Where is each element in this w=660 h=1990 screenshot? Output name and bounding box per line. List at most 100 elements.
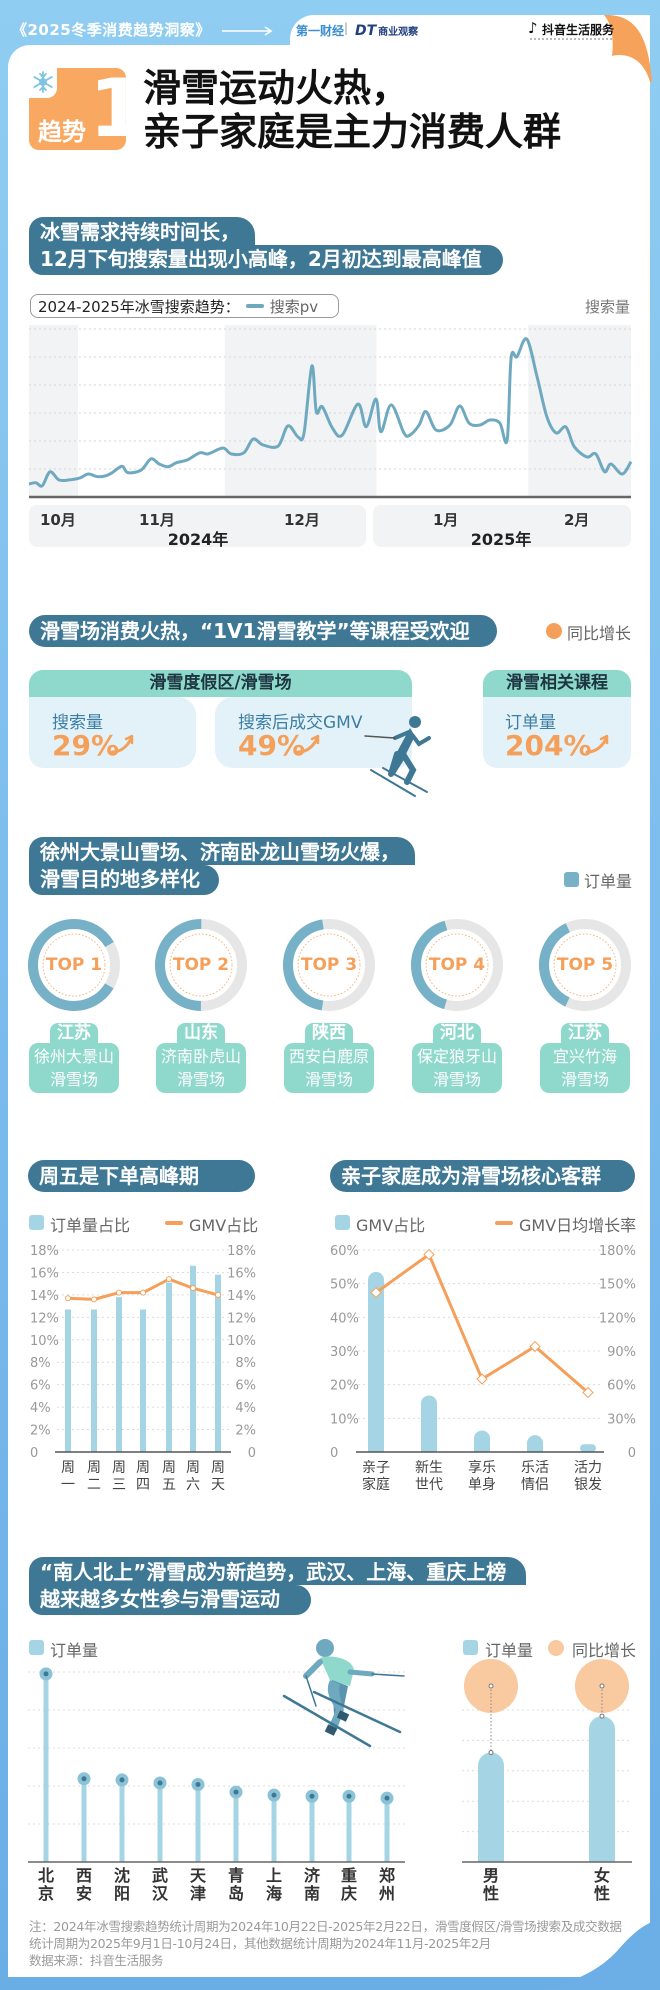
legend-swatch-city-orders <box>29 1640 44 1655</box>
y-tick-right: 14% <box>227 1289 256 1304</box>
y-axis-label: 搜索量 <box>585 298 631 316</box>
bar-base <box>421 1423 437 1452</box>
city-label: 天 <box>190 1866 207 1885</box>
y-tick-left: 14% <box>30 1289 59 1304</box>
category-label: 周 <box>87 1460 101 1476</box>
legend-gmv-share: GMV占比 <box>189 1216 259 1235</box>
gender-label: 性 <box>483 1884 499 1903</box>
month-tick-oct: 10月 <box>40 511 76 529</box>
y-tick-right: 2% <box>235 1424 256 1439</box>
category-label: 周 <box>61 1460 75 1476</box>
category-label: 享乐 <box>468 1459 496 1476</box>
y-tick-right: 90% <box>607 1345 636 1360</box>
ring-inner-dots <box>169 933 233 997</box>
rank-label: TOP 5 <box>556 955 614 975</box>
legend-swatch-gmv-share <box>335 1215 350 1230</box>
legend-yoy: 同比增长 <box>567 624 632 643</box>
page-curl-decoration <box>604 14 652 83</box>
resort-name: 西安白鹿原 滑雪场 <box>284 1043 374 1093</box>
connector-dot <box>488 1683 494 1689</box>
gender-label: 女 <box>594 1866 610 1885</box>
category-label: 周 <box>211 1460 225 1476</box>
order-share-bar <box>65 1309 71 1452</box>
city-label: 庆 <box>340 1884 357 1903</box>
ring-progress-icon <box>539 919 631 1011</box>
resort-name-line2: 滑雪场 <box>49 1070 98 1089</box>
legend-gender-orders: 订单量 <box>485 1641 534 1660</box>
bar-base <box>527 1443 543 1452</box>
month-tick-nov: 11月 <box>139 511 175 529</box>
ring-inner-dots <box>42 933 106 997</box>
resort-name-line1: 保定狼牙山 <box>416 1047 497 1066</box>
category-label: 新生 <box>415 1460 443 1476</box>
year-band-2025 <box>373 505 631 547</box>
rank-ring-5: TOP 5 <box>535 915 635 1015</box>
y-tick-left: 30% <box>330 1345 359 1360</box>
ring-inner-dots <box>297 933 361 997</box>
growth-arrow-icon <box>110 734 134 754</box>
legend-order-share: 订单量占比 <box>50 1216 131 1235</box>
category-label: 活力 <box>574 1460 602 1476</box>
legend-title: 2024-2025年冰雪搜索趋势： <box>38 297 240 316</box>
category-label: 周 <box>186 1460 200 1476</box>
province-label: 陕西 <box>305 1023 353 1044</box>
month-tick-dec: 12月 <box>284 511 320 529</box>
line-marker <box>190 1285 196 1292</box>
diamond-marker <box>582 1386 594 1399</box>
city-label: 州 <box>378 1884 395 1903</box>
logo-douyin: 抖音生活服务 <box>542 23 615 37</box>
city-label: 西 <box>76 1866 92 1885</box>
ring-progress-icon <box>155 919 247 1011</box>
month-tick-feb: 2月 <box>564 511 590 529</box>
category-label: 乐活 <box>521 1460 549 1476</box>
y-tick-right: 10% <box>227 1334 256 1349</box>
y-tick-left: 4% <box>30 1401 51 1416</box>
section-heading-weekday: 周五是下单高峰期 <box>28 1160 255 1192</box>
resort-name-line2: 滑雪场 <box>560 1070 609 1089</box>
category-label: 单身 <box>468 1477 496 1493</box>
rank-ring-4: TOP 4 <box>407 915 507 1015</box>
logo-yicai: 第一财经 <box>296 24 345 38</box>
dot-center <box>271 1792 277 1798</box>
legend-series: 搜索pv <box>269 297 319 316</box>
category-label: 家庭 <box>362 1476 390 1493</box>
month-shading <box>224 325 377 497</box>
section-heading-search-line2: 12月下旬搜索量出现小高峰，2月初达到最高峰值 <box>29 245 503 275</box>
line-marker <box>65 1295 71 1302</box>
rank-label: TOP 4 <box>428 955 486 975</box>
city-label: 郑 <box>379 1866 395 1885</box>
city-label: 沈 <box>114 1866 130 1885</box>
snowflake-icon <box>33 71 53 93</box>
y-tick-right: 150% <box>599 1278 636 1293</box>
y-tick-left: 50% <box>330 1278 359 1293</box>
city-label: 阳 <box>114 1884 130 1903</box>
search-trend-legend: 2024-2025年冰雪搜索趋势： 搜索pv <box>30 294 339 318</box>
search-trend-chart <box>28 325 633 499</box>
y-tick-right: 12% <box>227 1311 256 1326</box>
rank-ring-2: TOP 2 <box>151 915 251 1015</box>
cities-chart: 北京 西安 沈阳 武汉 天津 青岛 上海 济南 重庆 郑州 <box>28 1667 405 1903</box>
gender-label: 性 <box>594 1884 610 1903</box>
ring-value-arc <box>28 919 120 1011</box>
dot-center <box>43 1671 49 1677</box>
diamond-marker <box>476 1373 488 1385</box>
y-tick-left: 16% <box>30 1266 59 1281</box>
province-label: 江苏 <box>50 1023 98 1044</box>
logo-dt-text: 商业观察 <box>378 27 419 38</box>
kpi-group-resorts-title: 滑雪度假区/滑雪场 <box>29 670 412 697</box>
y-tick-left: 10% <box>30 1334 59 1349</box>
ring-progress-icon <box>28 919 120 1011</box>
badge-label: 趋势 <box>38 118 86 146</box>
category-label: 周 <box>136 1460 150 1476</box>
legend-family-gmv-share: GMV占比 <box>356 1216 426 1235</box>
category-label: 世代 <box>415 1477 443 1493</box>
city-label: 岛 <box>228 1884 244 1903</box>
y-tick-left: 60% <box>330 1244 359 1259</box>
resort-name: 济南卧虎山 滑雪场 <box>156 1043 246 1093</box>
category-label: 一 <box>61 1477 75 1493</box>
y-tick-right: 60% <box>607 1379 636 1394</box>
kpi-group-courses-title: 滑雪相关课程 <box>483 670 631 697</box>
rank-label: TOP 1 <box>45 955 103 975</box>
y-tick-left: 0 <box>30 1446 38 1461</box>
